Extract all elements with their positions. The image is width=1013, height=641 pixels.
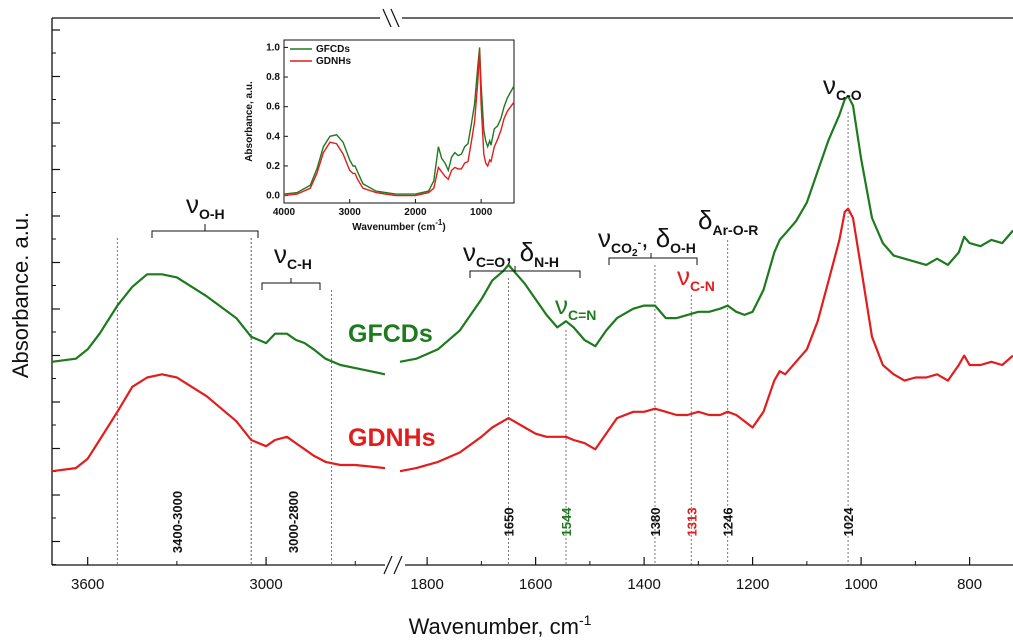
inset-series-line-gdnhs <box>283 50 515 197</box>
x-axis-label: Wavenumber, cm-1 <box>409 612 592 639</box>
axis-break-top-1 <box>390 8 400 28</box>
band-annotations: νO-H νC-H νC=O, δN-H νC=N νCO2-, δO-H νC… <box>151 70 862 323</box>
inset-chart: 4000 3000 2000 1000 0.0 0.2 0.4 0.6 0.8 1.0 GFCDsG… <box>244 39 515 233</box>
inset-y-axis-label: Absorbance, a.u. <box>244 81 255 162</box>
annotation-nu-cn: νC-N <box>677 261 715 294</box>
peak-label: 1380 <box>648 508 663 537</box>
bracket-co2-oh <box>608 253 698 265</box>
peak-labels: 3400-3000 3000-2800 1650 1544 1380 1313 1246 10… <box>170 491 856 553</box>
series-line-gdnhs <box>51 207 1013 473</box>
x-tick-label: 1800 <box>410 576 443 593</box>
peak-label: 1246 <box>721 508 736 537</box>
peak-label: 1650 <box>501 508 516 537</box>
peak-label: 1024 <box>841 507 856 537</box>
x-tick-label: 800 <box>957 576 982 593</box>
peak-label: 3000-2800 <box>286 491 301 553</box>
y-axis-label: Absorbance. a.u. <box>8 212 33 378</box>
peak-label: 1313 <box>684 508 699 537</box>
annotation-nu-cn-double: νC=N <box>555 290 596 323</box>
inset-x-tick-label: 3000 <box>339 207 362 218</box>
x-tick-label: 1000 <box>844 576 877 593</box>
inset-y-tick-label: 0.0 <box>266 191 280 202</box>
annotation-nu-co-delta-nh: νC=O, δN-H <box>463 237 559 270</box>
series-label-gdnhs: GDNHs <box>348 424 436 452</box>
inset-y-tick-label: 0.8 <box>266 72 280 83</box>
annotation-nu-co2-delta-oh: νCO2-, δO-H <box>598 223 696 259</box>
inset-y-tick-label: 1.0 <box>266 42 280 53</box>
x-tick-label: 1600 <box>519 576 552 593</box>
inset-frame <box>283 39 515 204</box>
inset-y-tick-label: 0.6 <box>266 102 280 113</box>
series-line-gfcds <box>51 95 1013 376</box>
inset-y-tick-label: 0.4 <box>266 131 280 142</box>
peak-label: 3400-3000 <box>170 491 185 553</box>
inset-legend-label: GDNHs <box>316 56 351 67</box>
inset-x-tick-label: 1000 <box>470 207 493 218</box>
series-label-gfcds: GFCDs <box>348 320 433 348</box>
x-tick-label: 1400 <box>627 576 660 593</box>
axis-break-bottom-1 <box>393 555 403 575</box>
plot-frame: 3600 3000 1800 1600 1400 1200 1000 800 <box>51 8 1013 593</box>
x-tick-label: 3000 <box>249 576 282 593</box>
x-tick-label: 3600 <box>71 576 104 593</box>
peak-guide-lines <box>116 112 849 565</box>
inset-series-line-gfcds <box>283 47 515 195</box>
annotation-delta-ar-o-r: δAr-O-R <box>698 205 758 238</box>
main-series <box>51 95 1013 473</box>
annotation-nu-oh: νO-H <box>186 189 225 222</box>
x-tick-label: 1200 <box>736 576 769 593</box>
annotation-nu-ch: νC-H <box>274 239 312 272</box>
inset-x-tick-label: 4000 <box>273 207 296 218</box>
axis-break-top-0 <box>382 8 392 28</box>
axis-break-bottom-0 <box>383 555 393 575</box>
inset-legend-label: GFCDs <box>316 44 350 55</box>
inset-x-axis-label: Wavenumber (cm-1) <box>352 218 445 233</box>
inset-y-tick-label: 0.2 <box>266 161 280 172</box>
annotation-nu-c-o: νC-O <box>823 70 862 103</box>
inset-x-tick-label: 2000 <box>404 207 427 218</box>
bracket-oh <box>151 224 259 238</box>
bracket-ch <box>261 278 321 290</box>
peak-label: 1544 <box>559 507 574 537</box>
bracket-co-nh <box>469 266 581 278</box>
